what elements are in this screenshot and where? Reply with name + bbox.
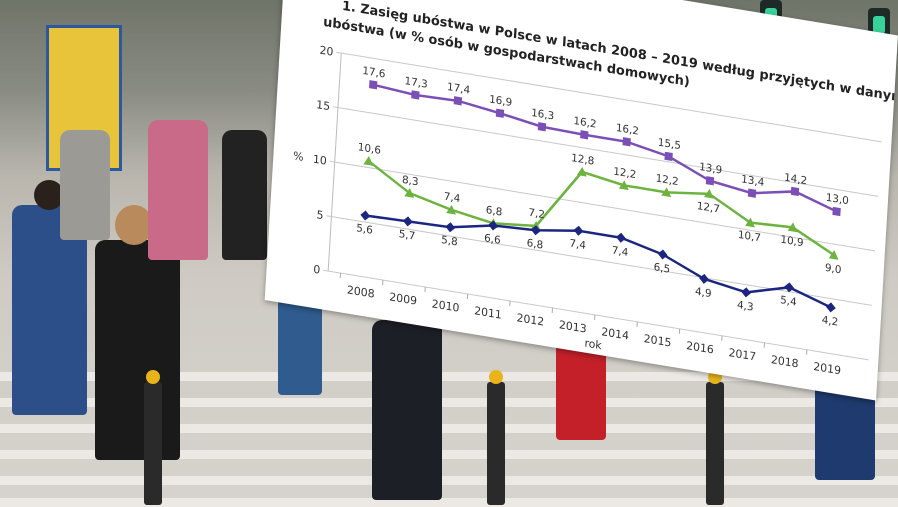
pedestrian	[60, 130, 110, 240]
x-tick-label: 2008	[347, 283, 375, 301]
data-label: 16,3	[531, 107, 555, 123]
data-label: 4,9	[695, 286, 712, 301]
data-label: 16,2	[573, 115, 597, 131]
data-point-triangle	[829, 249, 839, 260]
x-tick-label: 2011	[474, 304, 502, 322]
data-label: 17,3	[404, 75, 428, 91]
x-tick-label: 2017	[728, 346, 756, 364]
data-label: 8,3	[402, 174, 419, 189]
x-tick-label: 2013	[559, 318, 587, 336]
data-point-square	[664, 152, 672, 161]
data-label: 10,7	[738, 229, 762, 245]
data-point-triangle	[363, 155, 373, 166]
data-label: 5,4	[780, 294, 797, 309]
data-point-square	[369, 80, 377, 89]
data-label: 7,4	[569, 237, 586, 252]
series-line	[364, 196, 832, 308]
data-label: 5,6	[356, 222, 373, 237]
x-tick-label: 2018	[771, 353, 799, 371]
data-label: 5,8	[441, 234, 458, 249]
data-point-diamond	[826, 302, 836, 314]
data-label: 13,4	[741, 173, 765, 189]
data-label: 6,5	[653, 261, 670, 276]
data-label: 7,4	[611, 244, 628, 259]
x-tick-label: 2016	[686, 339, 714, 357]
y-tick-label: 10	[313, 152, 328, 167]
data-label: 13,9	[699, 161, 723, 177]
data-label: 17,6	[362, 65, 386, 81]
data-label: 7,2	[528, 207, 545, 222]
data-point-square	[748, 189, 756, 198]
data-label: 4,2	[821, 314, 838, 329]
data-label: 9,0	[825, 262, 842, 277]
data-label: 12,2	[613, 165, 637, 181]
pedestrian	[372, 320, 442, 500]
data-point-square	[832, 207, 840, 216]
x-tick-label: 2014	[601, 325, 629, 343]
data-label: 12,7	[696, 200, 720, 216]
data-label: 16,2	[616, 122, 640, 138]
x-tick-label: 2015	[643, 332, 671, 350]
pedestrian	[278, 295, 322, 395]
pedestrian	[95, 240, 180, 460]
data-point-square	[706, 176, 714, 185]
bollard	[144, 382, 162, 505]
data-label: 10,9	[780, 234, 804, 250]
data-point-square	[580, 130, 588, 139]
data-label: 14,2	[784, 172, 808, 188]
x-tick-label: 2009	[389, 290, 417, 308]
data-label: 4,3	[737, 299, 754, 314]
data-point-diamond	[658, 249, 668, 261]
y-axis-label: %	[293, 149, 304, 164]
data-label: 16,9	[489, 93, 513, 109]
data-point-diamond	[616, 232, 626, 244]
data-point-diamond	[445, 221, 455, 233]
data-point-diamond	[573, 225, 583, 237]
data-point-square	[496, 109, 504, 118]
y-tick-label: 20	[319, 43, 334, 58]
data-point-diamond	[360, 210, 370, 222]
series-line	[370, 85, 839, 212]
data-label: 17,4	[447, 81, 471, 97]
y-tick-label: 15	[316, 98, 331, 113]
x-tick-label: 2010	[431, 297, 459, 315]
data-label: 15,5	[657, 136, 681, 152]
data-point-triangle	[577, 166, 587, 177]
data-label: 10,6	[357, 141, 381, 157]
bollard	[487, 382, 505, 505]
data-label: 12,8	[571, 152, 595, 168]
data-point-diamond	[699, 273, 709, 285]
y-tick-label: 0	[313, 263, 321, 277]
y-tick-label: 5	[316, 208, 324, 222]
x-axis-label: rok	[584, 336, 603, 352]
data-point-square	[411, 90, 419, 99]
x-tick-label: 2012	[516, 311, 544, 329]
data-point-square	[454, 96, 462, 105]
data-label: 13,0	[825, 192, 849, 208]
data-label: 5,7	[398, 228, 415, 243]
data-label: 6,6	[484, 232, 501, 247]
data-point-square	[622, 137, 630, 146]
data-label: 6,8	[485, 204, 502, 219]
series-line	[366, 137, 836, 279]
data-point-square	[791, 187, 799, 196]
data-label: 7,4	[443, 190, 460, 205]
pedestrian	[222, 130, 267, 260]
data-point-square	[538, 122, 546, 131]
data-label: 6,8	[526, 237, 543, 252]
bollard	[706, 382, 724, 505]
pedestrian	[148, 120, 208, 260]
x-tick-label: 2019	[813, 360, 841, 378]
data-label: 12,2	[655, 172, 679, 188]
data-point-diamond	[741, 287, 751, 299]
data-point-diamond	[403, 216, 413, 228]
